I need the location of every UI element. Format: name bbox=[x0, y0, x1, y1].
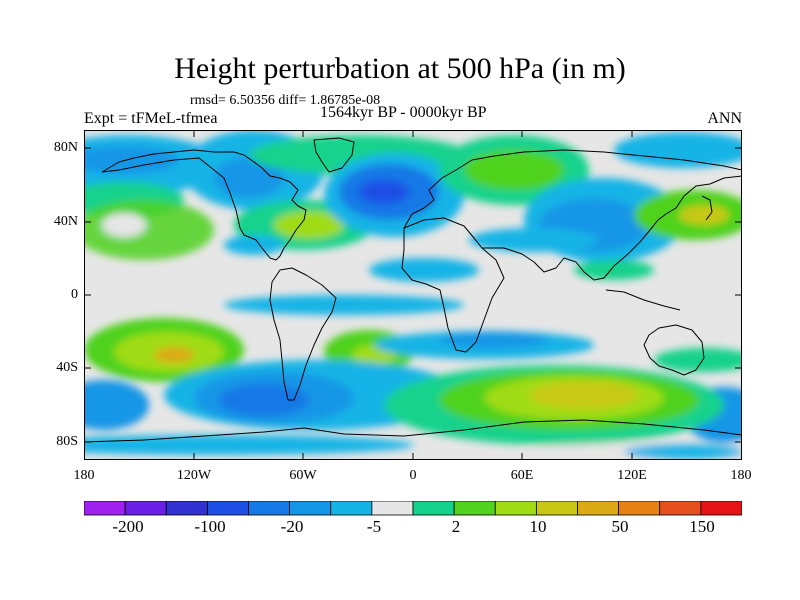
colorbar-box-11 bbox=[494, 501, 537, 516]
map-panel bbox=[84, 130, 742, 460]
lat-label-40s: 40S bbox=[56, 360, 78, 375]
colorbar-label-8: 150 bbox=[689, 517, 715, 536]
japan-coast bbox=[701, 195, 713, 221]
colorbar-box-5 bbox=[248, 501, 291, 516]
lat-label-80n: 80N bbox=[53, 140, 78, 155]
stats-line: rmsd= 6.50356 diff= 1.86785e-08 bbox=[190, 93, 381, 108]
colorbar-box-6 bbox=[289, 501, 332, 516]
lat-label-80s: 80S bbox=[56, 434, 78, 449]
experiment-label: Expt = tFMeL-tfmea bbox=[84, 110, 218, 127]
colorbar-box-4 bbox=[206, 501, 249, 516]
lon-label-180e: 180 bbox=[730, 468, 752, 483]
lon-label-0: 0 bbox=[409, 468, 417, 483]
africa-coast bbox=[401, 217, 505, 353]
colorbar-label-2: -100 bbox=[194, 517, 226, 536]
australia-coast bbox=[643, 324, 705, 376]
lon-label-60e: 60E bbox=[510, 468, 534, 483]
colorbar-box-15 bbox=[659, 501, 702, 516]
coastlines bbox=[84, 137, 742, 443]
colorbar-label-6: 10 bbox=[529, 517, 547, 536]
colorbar-box-2 bbox=[124, 501, 167, 516]
colorbar-box-16 bbox=[700, 501, 742, 516]
colorbar-label-7: 50 bbox=[611, 517, 629, 536]
south-america-coast bbox=[269, 267, 337, 401]
colorbar-box-3 bbox=[165, 501, 208, 516]
lon-label-120e: 120E bbox=[617, 468, 647, 483]
colorbar-box-13 bbox=[577, 501, 620, 516]
contour-fields bbox=[84, 130, 742, 460]
colorbar-label-4: -5 bbox=[366, 517, 382, 536]
north-america-coast bbox=[101, 149, 307, 261]
period-label: 1564kyr BP - 0000kyr BP bbox=[320, 104, 487, 121]
lat-label-40n: 40N bbox=[53, 214, 78, 229]
antarctica-coast bbox=[84, 419, 742, 443]
colorbar bbox=[84, 501, 742, 516]
colorbar-box-10 bbox=[453, 501, 496, 516]
colorbar-box-14 bbox=[618, 501, 661, 516]
lat-label-0: 0 bbox=[71, 287, 78, 302]
lon-label-180w: 180 bbox=[73, 468, 95, 483]
axis-ticks bbox=[84, 130, 742, 460]
colorbar-label-1: -200 bbox=[112, 517, 144, 536]
colorbar-box-7 bbox=[330, 501, 373, 516]
maritime-continent-coast bbox=[605, 289, 681, 311]
eurasia-south-coast bbox=[482, 175, 742, 281]
eurasia-north-coast bbox=[403, 149, 742, 229]
colorbar-box-8 bbox=[371, 501, 414, 516]
colorbar-box-12 bbox=[535, 501, 578, 516]
colorbar-box-1 bbox=[84, 501, 126, 516]
season-label: ANN bbox=[707, 110, 742, 127]
plot-title: Height perturbation at 500 hPa (in m) bbox=[174, 52, 626, 85]
lon-label-60w: 60W bbox=[289, 468, 317, 483]
colorbar-label-5: 2 bbox=[451, 517, 461, 536]
lon-label-120w: 120W bbox=[176, 468, 212, 483]
colorbar-box-9 bbox=[412, 501, 455, 516]
colorbar-label-3: -20 bbox=[280, 517, 304, 536]
greenland-coast bbox=[313, 137, 355, 173]
